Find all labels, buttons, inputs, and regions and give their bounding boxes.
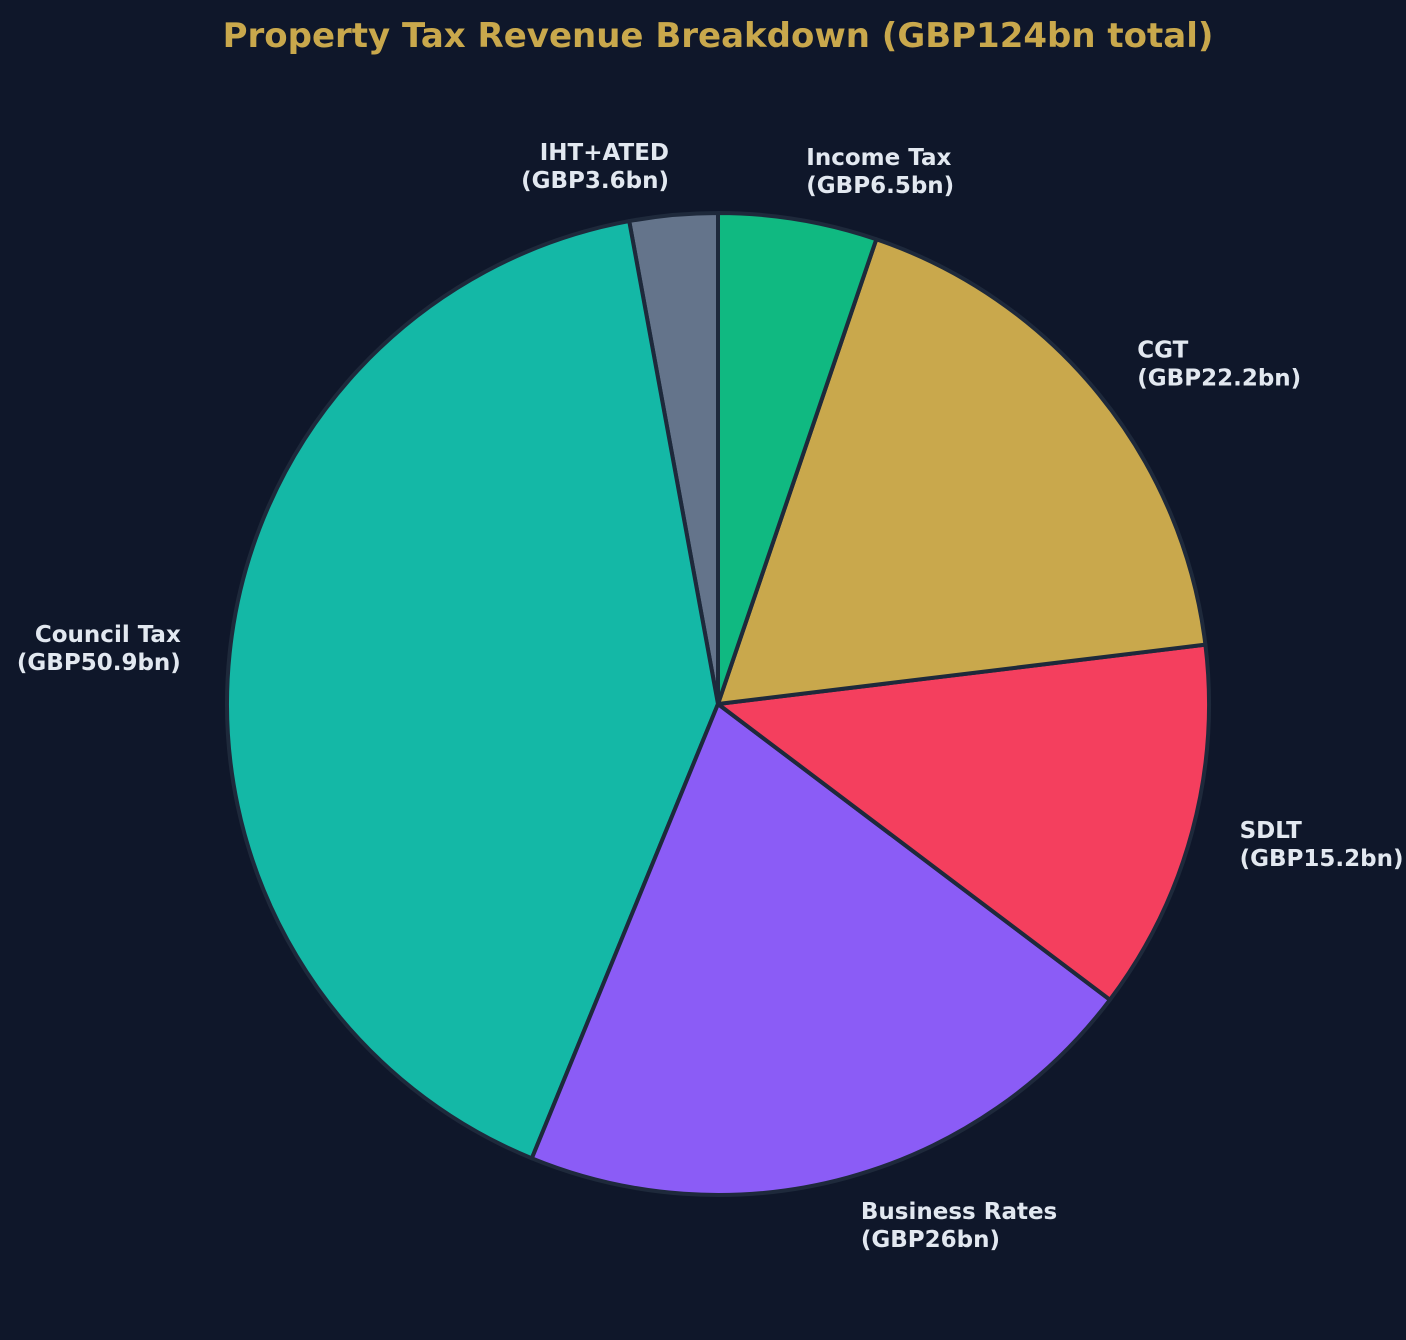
chart-title: Property Tax Revenue Breakdown (GBP124bn… bbox=[223, 16, 1214, 56]
slice-label-cgt: CGT (GBP22.2bn) bbox=[1137, 338, 1301, 392]
pie-slice-council-tax bbox=[225, 219, 720, 1161]
slice-label-council-tax: Council Tax (GBP50.9bn) bbox=[17, 622, 181, 676]
pie-slice-cgt bbox=[716, 237, 1208, 706]
pie-slice-sdlt bbox=[716, 642, 1211, 1002]
slice-label-business-rates: Business Rates (GBP26bn) bbox=[861, 1199, 1057, 1253]
pie-slice-business-rates bbox=[529, 702, 1112, 1197]
pie-slice-income-tax bbox=[716, 211, 879, 706]
slice-label-sdlt: SDLT (GBP15.2bn) bbox=[1240, 818, 1404, 872]
slice-label-income-tax: Income Tax (GBP6.5bn) bbox=[806, 145, 954, 199]
pie-slices bbox=[225, 211, 1211, 1197]
slice-labels: IHT+ATED (GBP3.6bn) Council Tax (GBP50.9bn)… bbox=[17, 140, 1404, 1253]
slice-label-iht-ated: IHT+ATED (GBP3.6bn) bbox=[521, 140, 669, 194]
